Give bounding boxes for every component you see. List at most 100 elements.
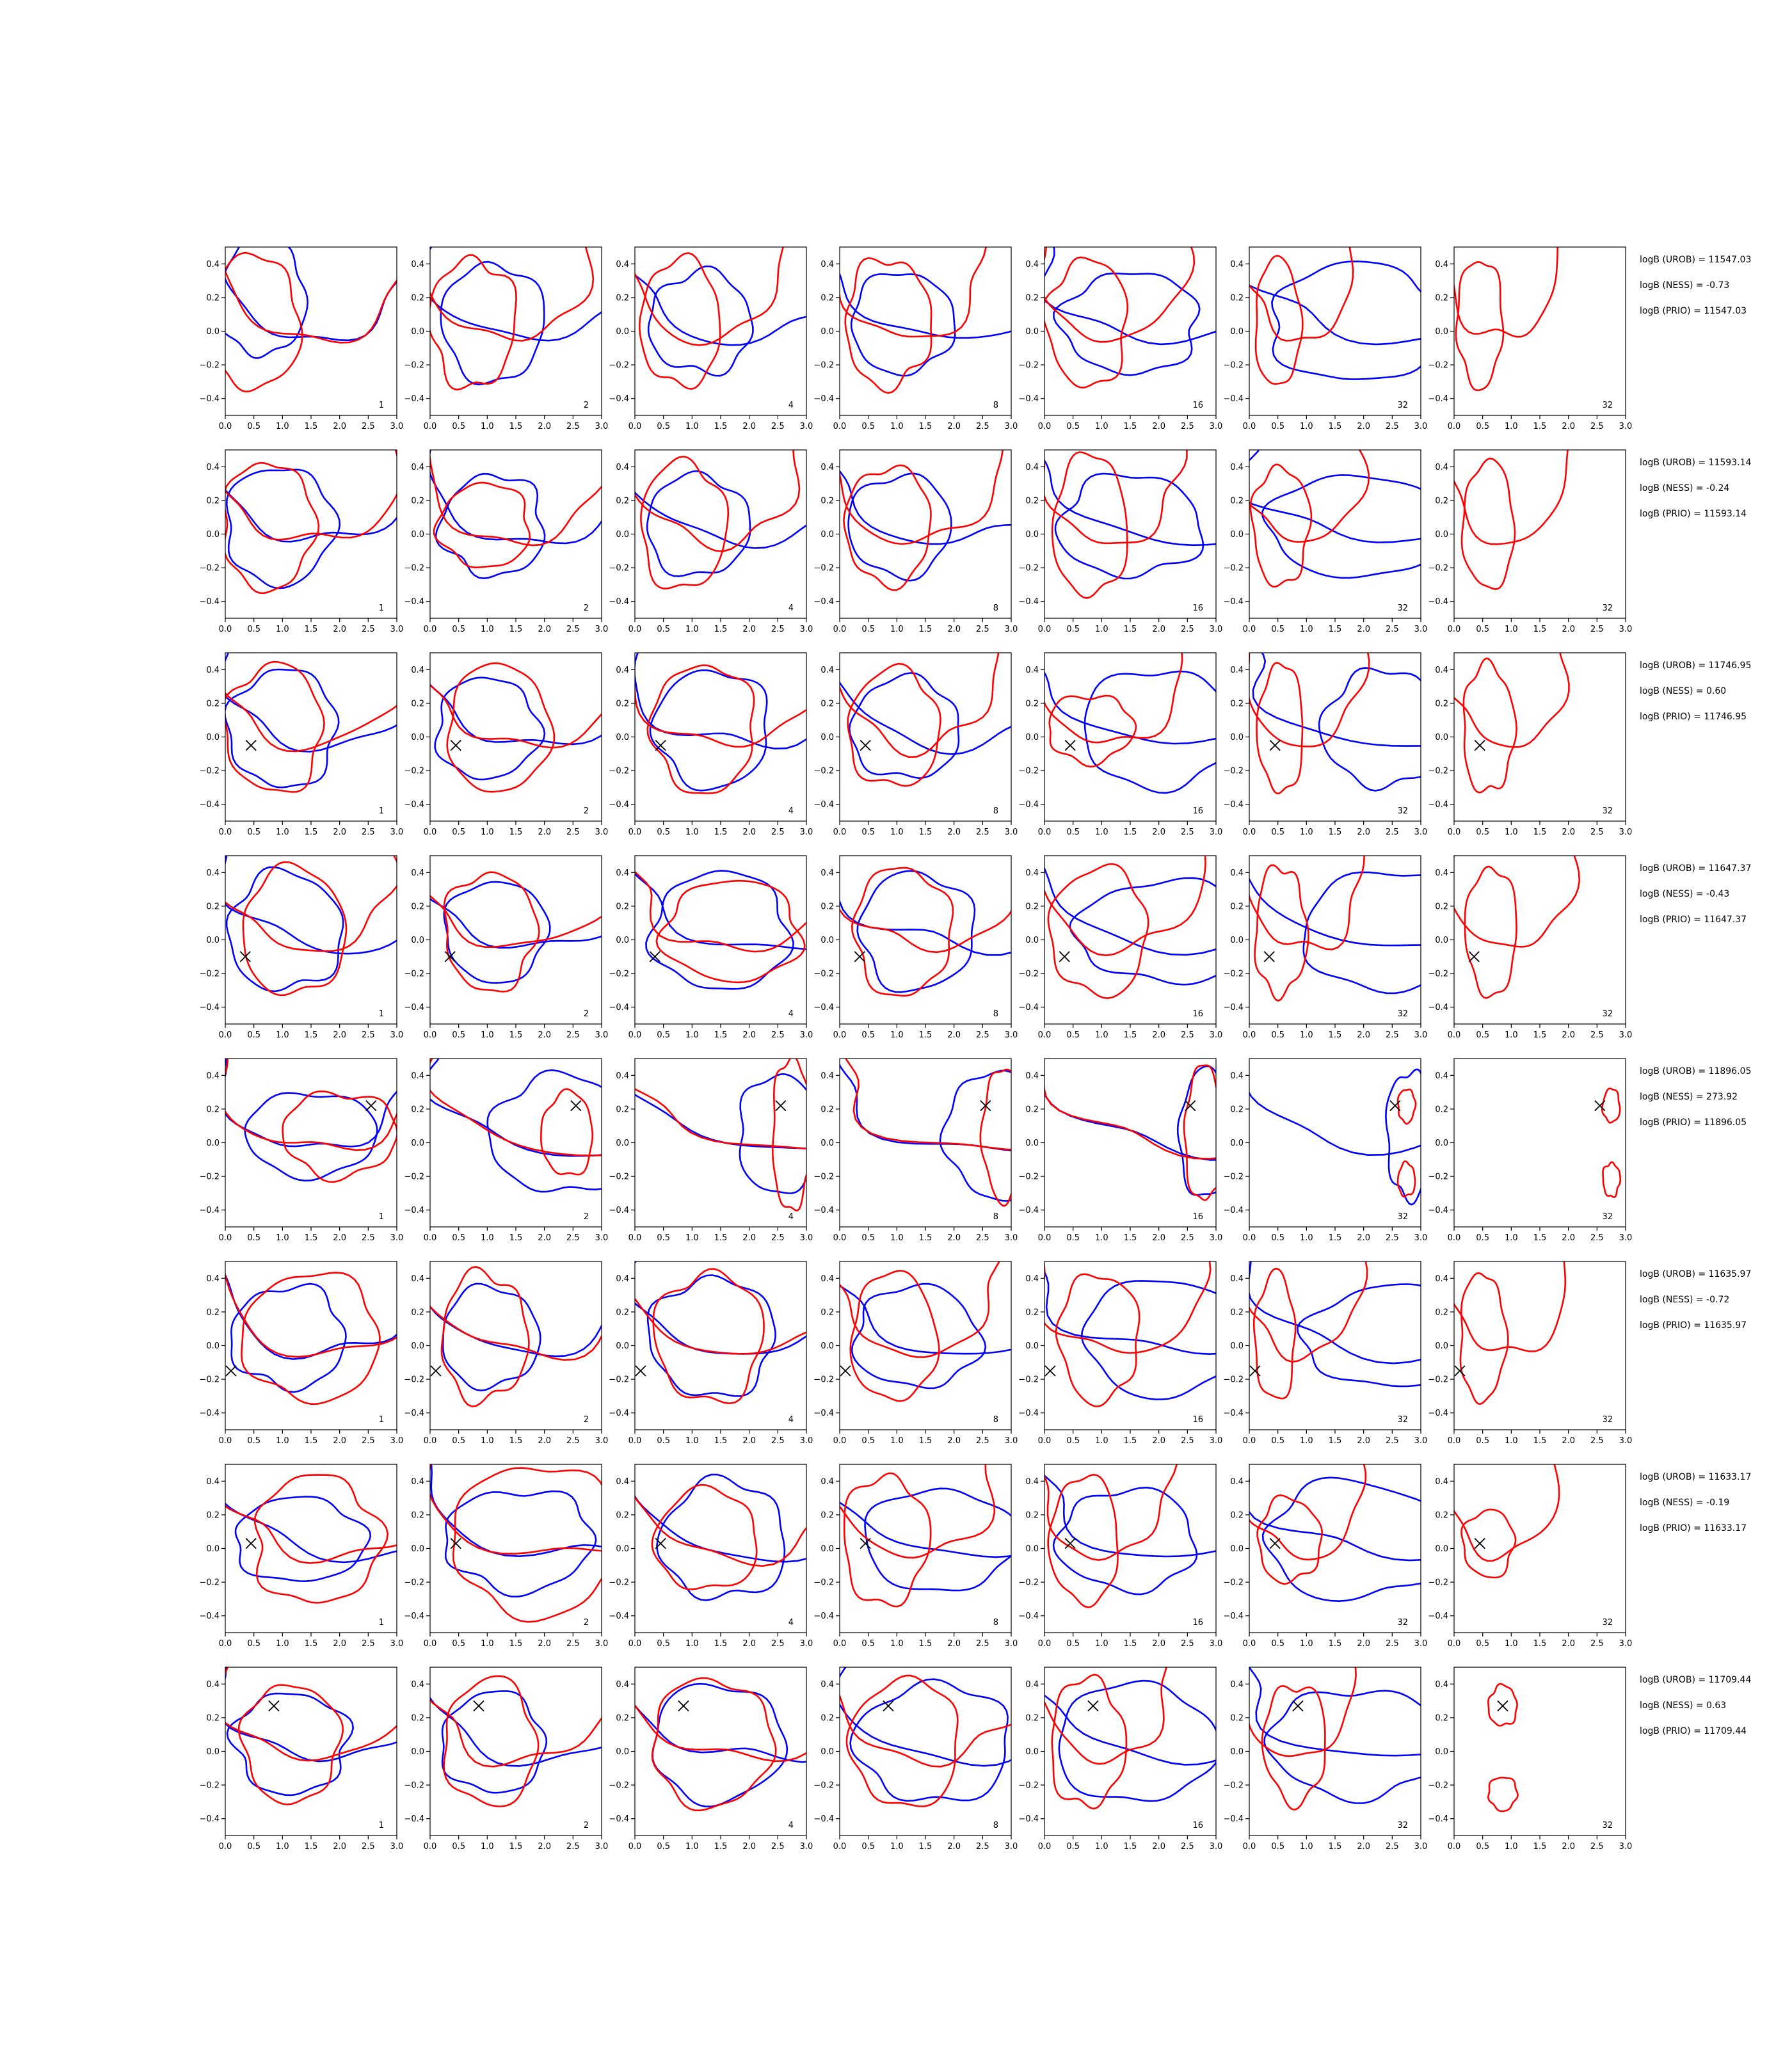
panel-label: 2: [584, 1415, 589, 1425]
red-contour: [242, 861, 348, 996]
true-value-marker: [245, 1537, 257, 1549]
x-tick-label: 2.5: [1386, 1436, 1399, 1446]
true-value-marker: [1185, 1100, 1196, 1112]
x-tick-label: 2.5: [566, 422, 580, 431]
x-tick-label: 0.5: [247, 625, 260, 634]
y-tick-label: −0.4: [1018, 1612, 1039, 1621]
x-tick-label: 1.5: [1533, 1639, 1547, 1649]
true-value-marker: [655, 1537, 666, 1549]
x-tick-label: 1.0: [685, 1639, 699, 1649]
contour-layer: [1454, 653, 1570, 794]
x-tick-label: 3.0: [1619, 1842, 1633, 1852]
contour-layer: [1044, 653, 1216, 794]
y-tick-label: 0.0: [411, 327, 424, 337]
panel-label: 1: [379, 1821, 384, 1830]
y-tick-label: −0.4: [1018, 597, 1039, 607]
red-contour: [1044, 856, 1206, 957]
y-tick-label: 0.2: [411, 1713, 424, 1723]
red-contour: [1454, 247, 1559, 338]
x-tick-label: 3.0: [595, 1436, 609, 1446]
y-tick-label: 0.0: [1230, 327, 1244, 337]
red-contour: [430, 1305, 602, 1361]
y-tick-label: 0.2: [1025, 1105, 1039, 1114]
red-contour: [1459, 1272, 1509, 1405]
panel-label: 32: [1397, 1212, 1408, 1222]
blue-contour: [635, 273, 806, 346]
red-contour: [430, 254, 517, 391]
true-value-marker: [840, 1365, 851, 1377]
x-tick-label: 0.0: [1038, 1436, 1052, 1446]
x-tick-label: 1.0: [1095, 1842, 1108, 1852]
x-tick-label: 2.5: [566, 1030, 580, 1040]
y-tick-label: 0.4: [1435, 463, 1448, 472]
y-tick-label: 0.2: [411, 699, 424, 708]
true-value-marker: [1059, 951, 1070, 963]
true-value-marker: [473, 1700, 484, 1712]
y-tick-label: 0.0: [616, 530, 629, 540]
x-tick-label: 0.5: [657, 625, 670, 634]
x-tick-label: 2.5: [362, 422, 375, 431]
x-tick-label: 0.5: [1476, 625, 1489, 634]
x-tick-label: 0.0: [1243, 1030, 1256, 1040]
x-tick-label: 2.5: [976, 1639, 989, 1649]
subplot-r7-c7: 0.0 0.5 1.0 1.5 2.0 2.5 3.0 0.4 0.2 0.0 −0.2 −0.4 32: [1428, 1464, 1632, 1649]
y-tick-label: 0.2: [411, 496, 424, 506]
panel-label: 16: [1192, 1821, 1203, 1830]
red-contour: [638, 252, 721, 390]
x-tick-label: 1.5: [305, 1639, 318, 1649]
x-tick-label: 1.5: [509, 1233, 523, 1243]
subplot-r4-c4: 0.0 0.5 1.0 1.5 2.0 2.5 3.0 0.4 0.2 0.0 −0.2 −0.4 8: [813, 855, 1018, 1040]
y-tick-label: −0.4: [609, 1612, 629, 1621]
red-contour: [1254, 255, 1304, 385]
blue-contour: [1069, 877, 1216, 986]
x-tick-label: 2.5: [976, 1842, 989, 1852]
y-tick-label: 0.0: [616, 327, 629, 337]
blue-contour: [434, 676, 546, 781]
x-tick-label: 0.0: [424, 625, 437, 634]
x-tick-label: 3.0: [800, 625, 813, 634]
subplot-r6-c7: 0.0 0.5 1.0 1.5 2.0 2.5 3.0 0.4 0.2 0.0 −0.2 −0.4 32: [1428, 1261, 1632, 1446]
x-tick-label: 2.0: [742, 828, 756, 837]
x-tick-label: 0.5: [1476, 422, 1489, 431]
subplot-r8-c1: 0.0 0.5 1.0 1.5 2.0 2.5 3.0 0.4 0.2 0.0 −0.2 −0.4 1: [199, 1667, 403, 1852]
y-tick-label: 0.2: [411, 1510, 424, 1520]
x-tick-label: 2.5: [771, 422, 785, 431]
y-tick-label: −0.4: [1428, 800, 1448, 810]
x-tick-label: 2.5: [1181, 422, 1194, 431]
y-tick-label: 0.2: [206, 1713, 220, 1723]
y-tick-label: 0.4: [1230, 666, 1244, 675]
subplot-r5-c3: 0.0 0.5 1.0 1.5 2.0 2.5 3.0 0.4 0.2 0.0 −0.2 −0.4 4: [609, 1058, 813, 1243]
y-tick-label: 0.0: [820, 1747, 834, 1757]
x-tick-label: 3.0: [1414, 1030, 1428, 1040]
x-tick-label: 0.0: [1243, 422, 1256, 431]
y-tick-label: −0.2: [199, 1578, 220, 1588]
blue-contour: [230, 1283, 347, 1393]
x-tick-label: 2.0: [742, 1639, 756, 1649]
x-tick-label: 2.5: [976, 1233, 989, 1243]
x-tick-label: 3.0: [595, 1842, 609, 1852]
x-tick-label: 2.5: [771, 828, 785, 837]
y-tick-label: 0.4: [411, 1680, 424, 1690]
x-tick-label: 1.0: [1300, 1030, 1313, 1040]
x-tick-label: 2.0: [1152, 1436, 1165, 1446]
x-tick-label: 2.0: [538, 422, 551, 431]
y-tick-label: −0.2: [1018, 970, 1039, 979]
x-tick-label: 2.0: [538, 1436, 551, 1446]
x-tick-label: 1.5: [714, 828, 728, 837]
y-tick-label: −0.2: [1223, 564, 1244, 573]
y-tick-label: −0.2: [1428, 1375, 1448, 1385]
x-tick-label: 2.5: [1590, 1233, 1604, 1243]
red-contour: [1396, 1160, 1416, 1198]
red-contour: [635, 247, 784, 346]
panel-label: 32: [1397, 1009, 1408, 1019]
y-tick-label: −0.2: [1428, 1578, 1448, 1588]
x-tick-label: 0.5: [657, 1030, 670, 1040]
panel-label: 32: [1602, 1821, 1613, 1830]
red-contour: [1051, 1674, 1128, 1810]
y-tick-label: −0.4: [1223, 597, 1244, 607]
y-tick-label: −0.2: [1223, 1781, 1244, 1791]
x-tick-label: 1.0: [481, 1233, 494, 1243]
y-tick-label: 0.0: [820, 1139, 834, 1148]
red-contour: [446, 662, 556, 793]
y-tick-label: −0.4: [404, 394, 424, 404]
